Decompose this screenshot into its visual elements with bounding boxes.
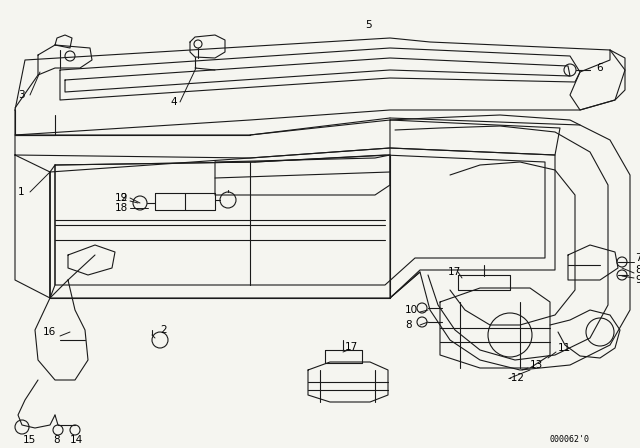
Text: 8: 8 [635,265,640,275]
Text: 11: 11 [558,343,572,353]
Text: 18: 18 [115,203,128,213]
Text: 14: 14 [70,435,83,445]
Text: 19: 19 [115,193,128,203]
Text: 1: 1 [18,187,24,197]
Text: 17: 17 [448,267,461,277]
Text: 3: 3 [18,90,24,100]
Text: 8: 8 [53,435,60,445]
Text: 4: 4 [170,97,177,107]
Text: 9: 9 [635,275,640,285]
Text: 6: 6 [596,63,603,73]
Text: 000062'0: 000062'0 [550,435,590,444]
Text: 5: 5 [365,20,372,30]
Text: 2: 2 [160,325,166,335]
Text: 13: 13 [530,360,543,370]
Text: 16: 16 [43,327,56,337]
Text: 17: 17 [345,342,358,352]
Text: 15: 15 [23,435,36,445]
Text: -12: -12 [508,373,525,383]
Text: 10: 10 [405,305,418,315]
Text: 7: 7 [635,253,640,263]
Text: 2: 2 [120,193,127,203]
Text: 8: 8 [405,320,412,330]
